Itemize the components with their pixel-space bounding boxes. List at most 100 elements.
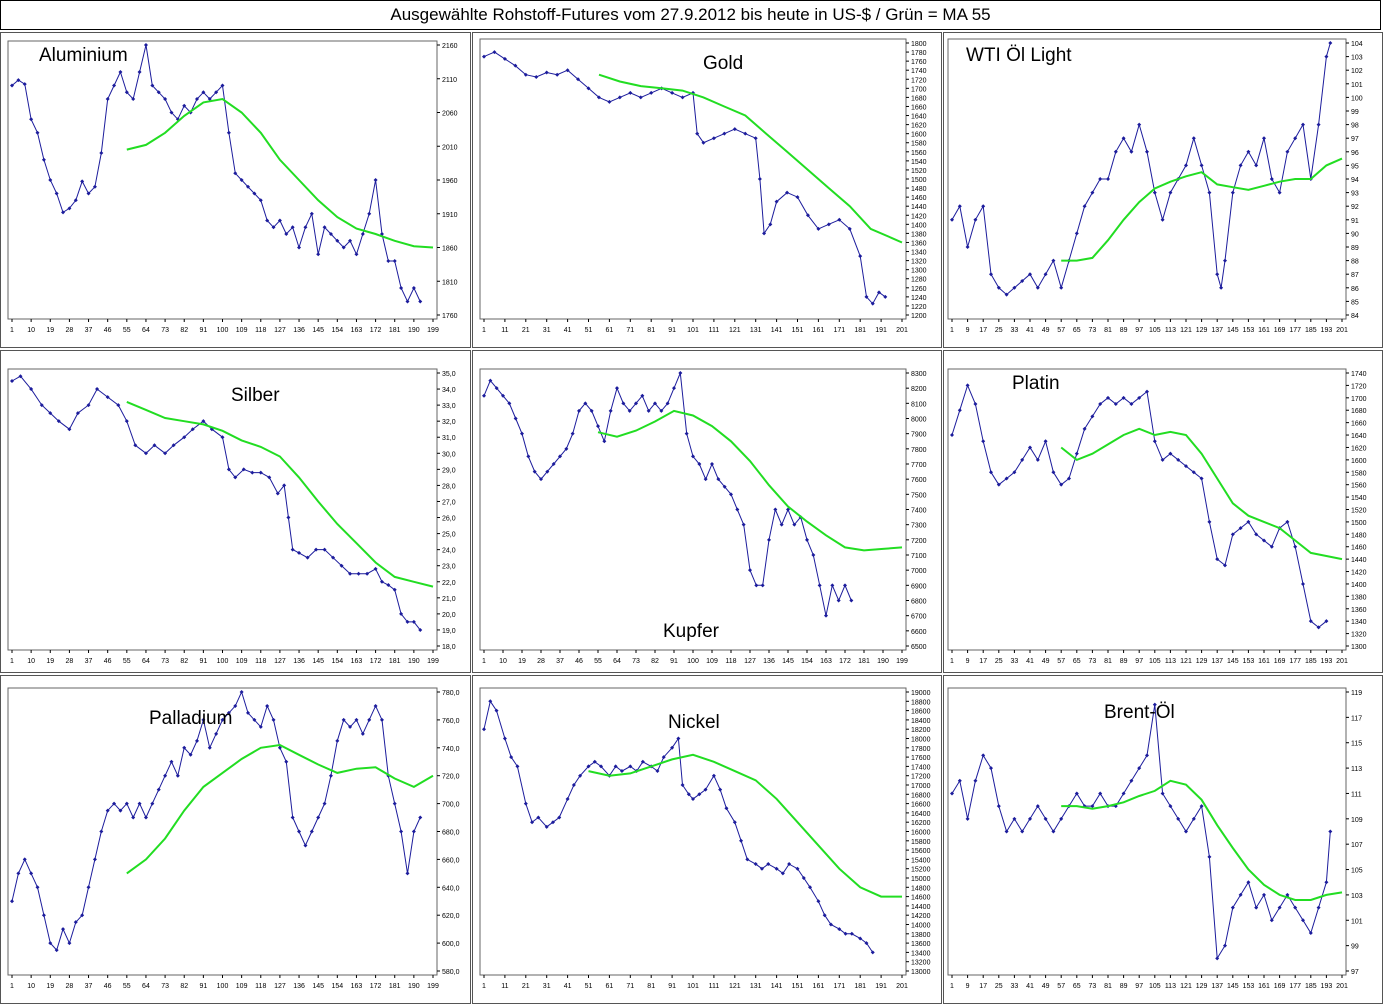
price-point — [29, 871, 34, 876]
price-point — [316, 815, 321, 820]
price-point — [509, 755, 514, 760]
price-point — [379, 579, 384, 584]
price-point — [246, 184, 251, 189]
price-point — [691, 90, 695, 95]
price-point — [1262, 538, 1266, 543]
price-point — [1129, 402, 1134, 407]
header-bar: Ausgewählte Rohstoff-Futures vom 27.9.20… — [0, 0, 1381, 30]
price-point — [981, 753, 986, 758]
y-tick-label: 1420 — [1351, 570, 1367, 577]
price-point — [1043, 272, 1048, 277]
price-point — [360, 232, 365, 236]
x-tick-label: 1 — [950, 658, 954, 665]
price-point — [80, 179, 85, 184]
y-tick-label: 18000 — [911, 737, 931, 744]
price-point — [1285, 892, 1290, 897]
price-point — [258, 470, 263, 475]
price-point — [1090, 804, 1095, 809]
price-point — [837, 927, 842, 932]
price-point — [1113, 149, 1118, 154]
price-point — [99, 151, 104, 155]
price-point — [523, 801, 528, 806]
price-point — [526, 454, 531, 459]
price-point — [163, 773, 168, 778]
y-tick-label: 7700 — [911, 462, 927, 469]
y-tick-label: 30,0 — [442, 451, 456, 458]
y-tick-label: 84 — [1351, 313, 1359, 320]
price-point — [1308, 930, 1313, 935]
price-point — [488, 378, 493, 383]
price-point — [54, 948, 59, 953]
price-point — [194, 97, 199, 101]
price-point — [73, 920, 78, 925]
y-tick-label: 1740 — [1351, 371, 1367, 378]
x-tick-label: 191 — [875, 983, 887, 990]
price-point — [766, 862, 771, 867]
price-point — [1098, 402, 1103, 407]
x-tick-label: 9 — [966, 983, 970, 990]
price-point — [785, 190, 790, 195]
x-tick-label: 190 — [408, 327, 420, 334]
y-tick-label: 104 — [1351, 41, 1363, 48]
y-tick-label: 22,0 — [442, 580, 456, 587]
price-line — [483, 700, 874, 953]
price-point — [207, 745, 212, 750]
price-point — [621, 401, 626, 406]
y-tick-label: 29,0 — [442, 467, 456, 474]
price-point — [1152, 190, 1157, 195]
price-point — [659, 408, 664, 413]
price-point — [507, 401, 512, 406]
x-tick-label: 193 — [1321, 983, 1333, 990]
x-tick-label: 127 — [274, 327, 286, 334]
price-point — [843, 931, 848, 936]
y-tick-label: 700,0 — [442, 802, 460, 809]
y-tick-label: 27,0 — [442, 499, 456, 506]
price-point — [335, 238, 340, 243]
y-tick-label: 7900 — [911, 432, 927, 439]
x-tick-label: 127 — [274, 983, 286, 990]
x-tick-label: 181 — [389, 658, 401, 665]
price-point — [67, 427, 72, 432]
x-tick-label: 73 — [632, 658, 640, 665]
price-point — [39, 403, 44, 408]
price-point — [589, 408, 594, 413]
y-tick-label: 13800 — [911, 932, 931, 939]
y-tick-label: 26,0 — [442, 516, 456, 523]
price-point — [1293, 905, 1298, 910]
price-point — [1324, 880, 1329, 885]
price-point — [711, 136, 716, 141]
x-tick-label: 97 — [1135, 983, 1143, 990]
price-point — [386, 259, 391, 263]
price-point — [75, 411, 80, 416]
price-point — [335, 738, 340, 743]
x-tick-label: 100 — [217, 983, 229, 990]
y-tick-label: 13200 — [911, 960, 931, 967]
x-tick-label: 101 — [687, 327, 699, 334]
price-point — [309, 211, 314, 216]
x-tick-label: 161 — [813, 983, 825, 990]
price-point — [816, 226, 821, 231]
price-point — [1207, 854, 1212, 859]
price-point — [741, 522, 746, 527]
y-tick-label: 1440 — [1351, 557, 1367, 564]
x-tick-label: 163 — [351, 327, 363, 334]
chart-panel-gold: 1800 1780 1760 1740 1720 1700 1680 1660 1640 1620… — [472, 32, 942, 348]
price-point — [297, 245, 302, 250]
price-point — [1199, 163, 1204, 168]
x-tick-label: 81 — [1104, 327, 1112, 334]
price-point — [607, 99, 612, 104]
price-point — [131, 815, 136, 820]
y-tick-label: 15600 — [911, 848, 931, 855]
y-tick-label: 20,0 — [442, 612, 456, 619]
y-tick-label: 1420 — [911, 213, 927, 220]
y-tick-label: 740,0 — [442, 746, 460, 753]
price-point — [1121, 136, 1126, 141]
x-tick-label: 1 — [482, 658, 486, 665]
x-tick-label: 161 — [813, 327, 825, 334]
y-tick-label: 16800 — [911, 792, 931, 799]
x-tick-label: 191 — [875, 327, 887, 334]
x-tick-label: 111 — [709, 983, 720, 990]
price-point — [619, 769, 624, 774]
price-point — [732, 127, 737, 132]
price-point — [743, 131, 748, 136]
